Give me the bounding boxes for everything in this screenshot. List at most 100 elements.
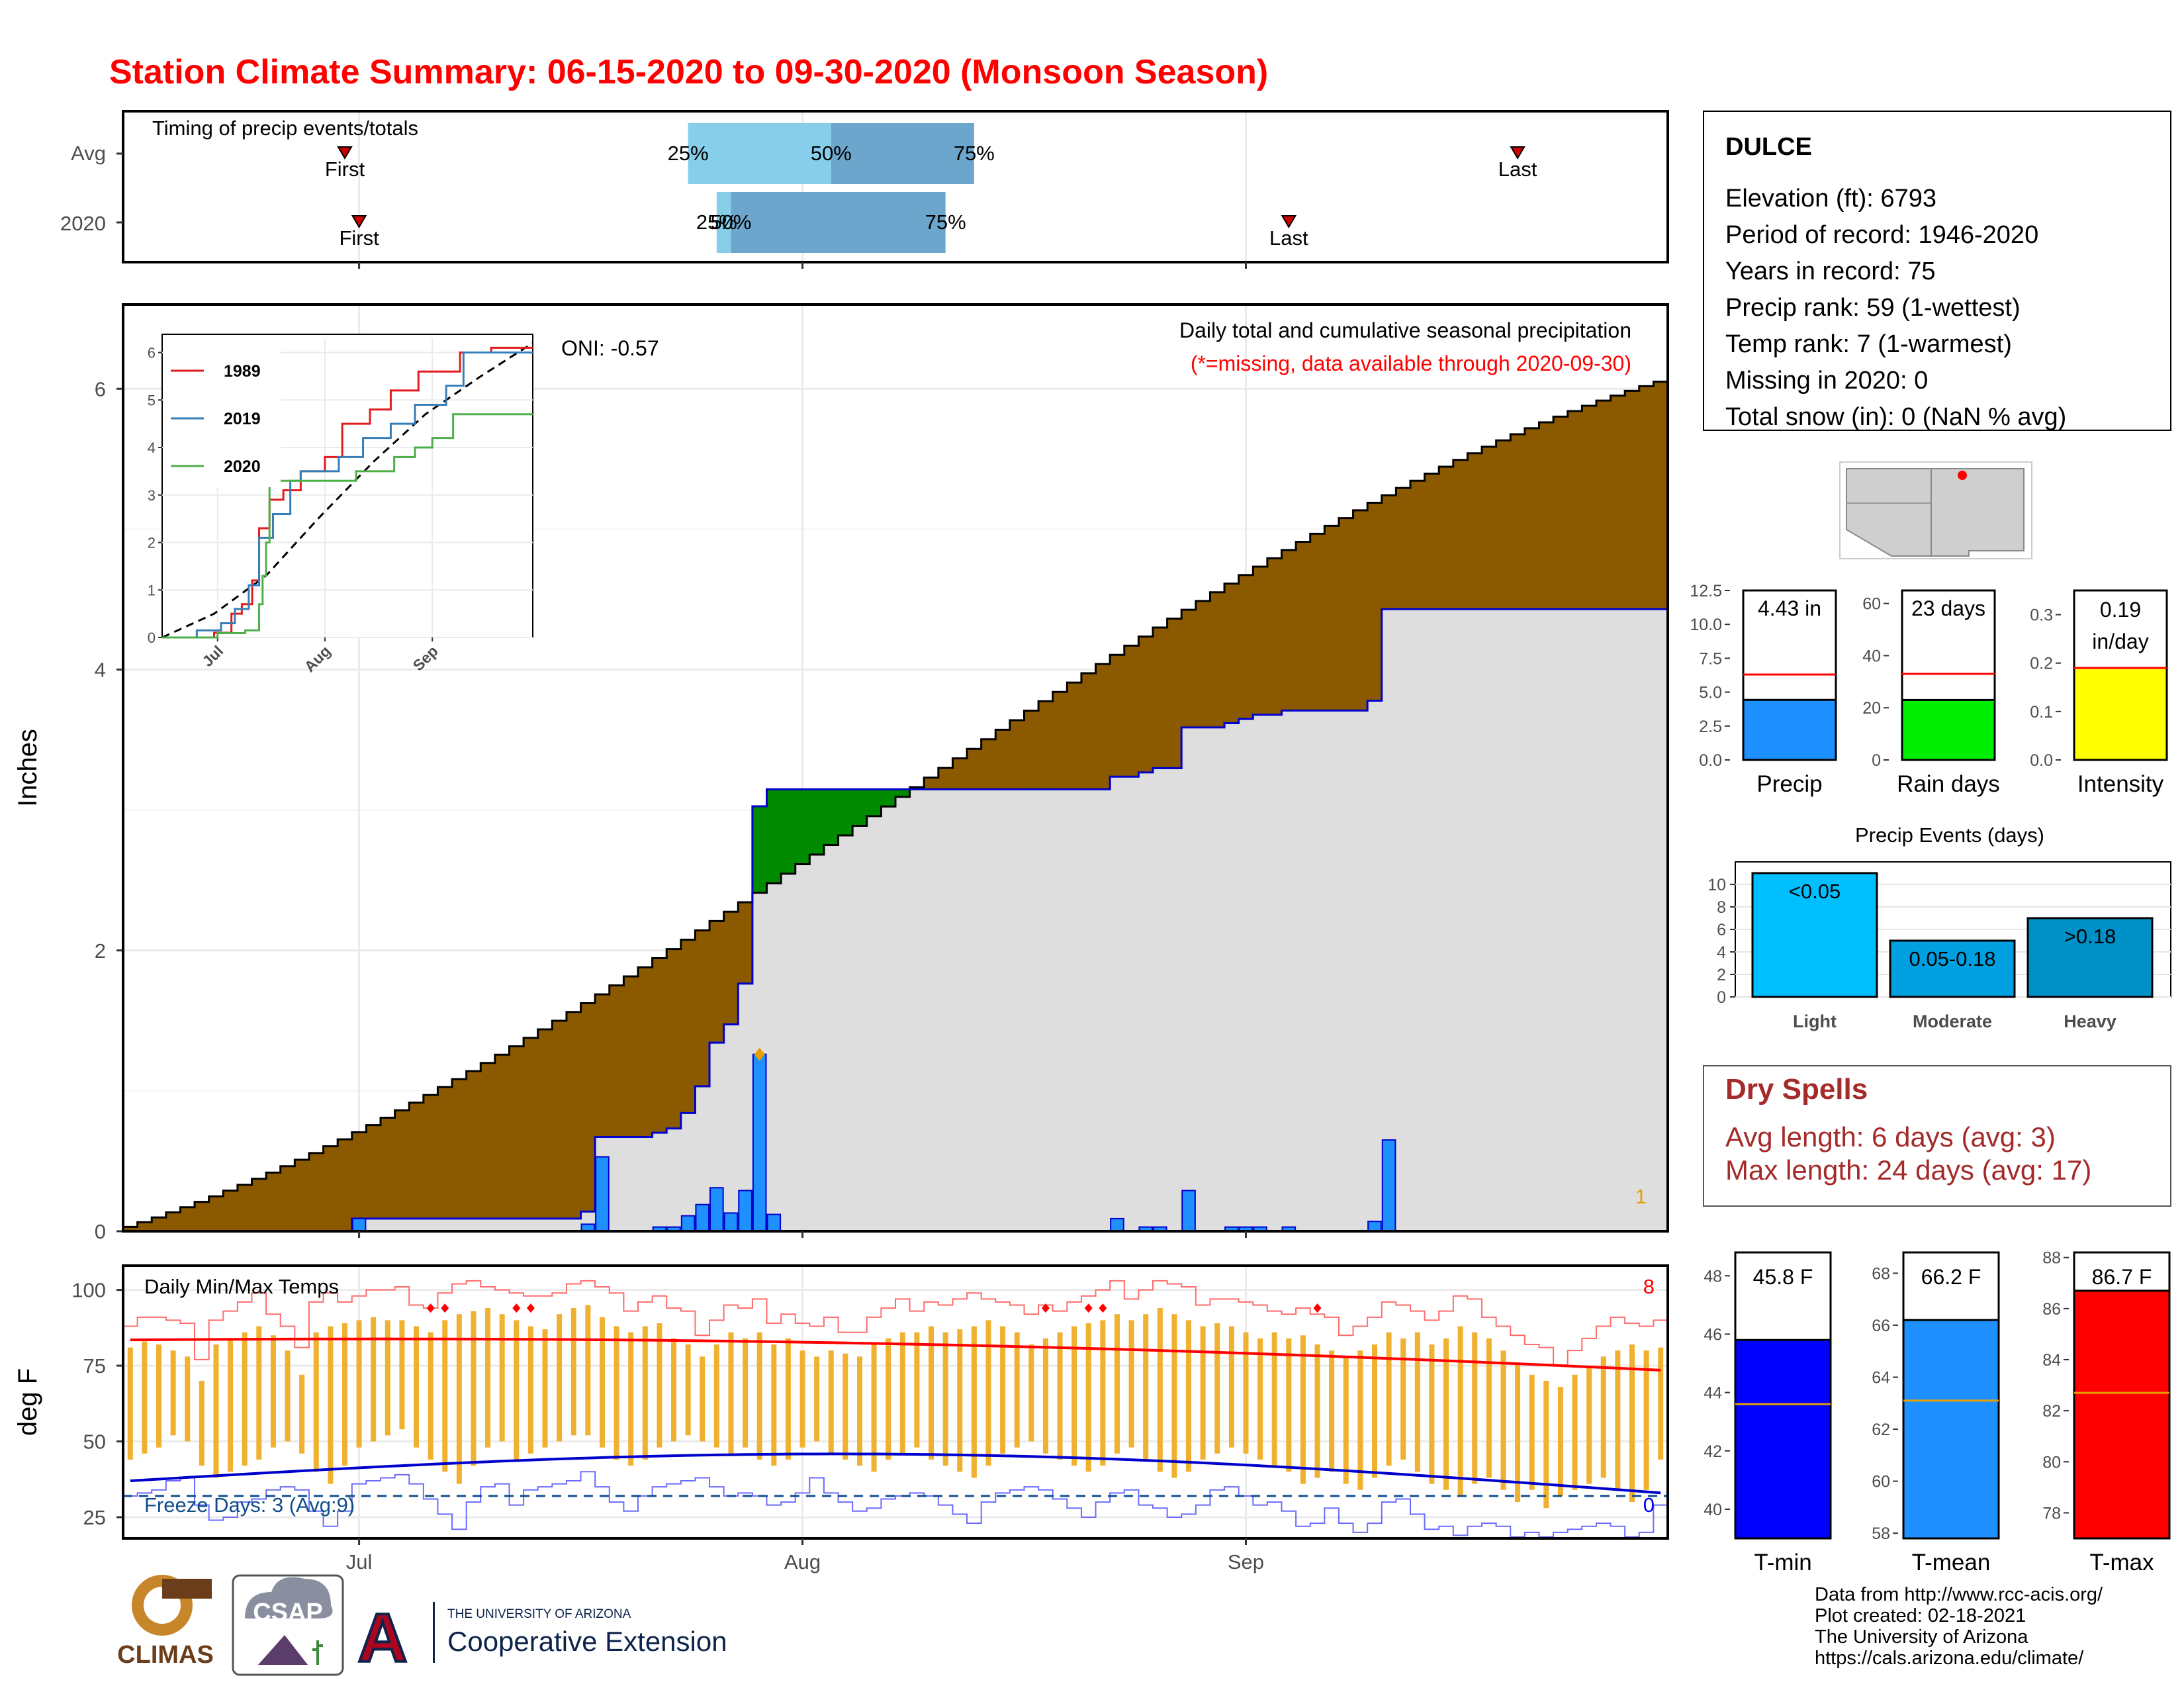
inset-ytick-label: 0 (148, 630, 156, 646)
temp-bar-ytick-label: 82 (2042, 1402, 2061, 1421)
deficit-area-segment (223, 1190, 238, 1231)
daily-temp-range-bar (1600, 1356, 1606, 1478)
daily-precip-bar (723, 1212, 739, 1232)
precip-panel: 0 2 4 6 Daily total and cumulative seasonal… (13, 303, 1669, 1243)
oni-value: ONI: -0.57 (561, 336, 659, 360)
temp-summary-bars: 45.8 F 40 42 44 46 48 T-min 66.2 F 58 60 62 64 66 68 T… (1704, 1249, 2171, 1575)
deficit-area-segment (280, 1166, 295, 1231)
deficit-area-segment (1510, 434, 1525, 610)
daily-precip-bar (752, 1053, 767, 1233)
deficit-area-segment (509, 1046, 524, 1219)
deficit-area-segment (638, 967, 653, 1137)
dry-spells-frame (1703, 1065, 2171, 1207)
deficit-area-segment (494, 1055, 510, 1219)
daily-temp-range-bar (1329, 1350, 1335, 1472)
daily-temp-range-bar (328, 1326, 334, 1484)
daily-temp-range-bar (657, 1323, 662, 1448)
deficit-area-segment (1596, 400, 1612, 610)
daily-temp-range-bar (1429, 1344, 1435, 1484)
daily-temp-range-bar (914, 1332, 920, 1448)
daily-temp-range-bar (785, 1338, 791, 1460)
timing-pct-label: 75% (954, 142, 995, 165)
daily-temp-range-bar (499, 1314, 505, 1442)
summary-bar-ytick-label: 0.2 (2030, 655, 2053, 673)
x-axis: Jul Aug Sep (346, 262, 1264, 1573)
daily-temp-range-bar (213, 1344, 219, 1478)
timing-pct-label: 50% (811, 142, 852, 165)
daily-temp-range-bar (514, 1320, 520, 1460)
inset-ytick-label: 3 (148, 487, 156, 504)
csap-cactus-icon (312, 1640, 323, 1665)
temp-bar-label: T-mean (1912, 1550, 1991, 1575)
deficit-area-segment (924, 777, 939, 790)
daily-temp-range-bar (1314, 1344, 1320, 1478)
logos: CLIMAS CSAP A THE UNIVERSITY OF ARIZONA … (117, 1574, 727, 1678)
surplus-area-segment (895, 789, 911, 797)
deficit-area-segment (1610, 395, 1625, 610)
daily-temp-range-bar (1572, 1374, 1578, 1490)
temp-bar-value: 66.2 F (1921, 1265, 1981, 1289)
station-info-line: Period of record: 1946-2020 (1725, 221, 2038, 249)
deficit-area-segment (723, 912, 739, 1025)
daily-temp-range-bar (385, 1320, 390, 1436)
season-summary-bars: 4.43 in 0.0 2.5 5.0 7.5 10.0 12.5 Precip 23 days… (1690, 582, 2168, 797)
daily-temp-range-bar (942, 1332, 948, 1466)
deficit-area-segment (1296, 541, 1311, 711)
station-name: DULCE (1725, 133, 1812, 161)
station-info-box: DULCE Elevation (ft): 6793 Period of reco… (1703, 111, 2171, 431)
deficit-area-segment (967, 749, 982, 790)
events-bar-label: >0.18 (2064, 925, 2116, 948)
surplus-area-segment (781, 789, 796, 874)
record-high-marker (1041, 1303, 1050, 1313)
deficit-area-segment (208, 1196, 224, 1231)
summary-bar-ytick-label: 7.5 (1699, 649, 1722, 668)
temp-bar-label: T-min (1754, 1550, 1812, 1575)
deficit-area-segment (251, 1178, 267, 1231)
temp-bar-ytick-label: 78 (2042, 1504, 2061, 1523)
surplus-area-segment (766, 789, 782, 884)
daily-temp-range-bar (1243, 1332, 1249, 1454)
daily-temp-range-bar (1472, 1332, 1478, 1484)
daily-temp-range-bar (1200, 1326, 1206, 1460)
daily-temp-range-bar (871, 1344, 877, 1472)
record-high-marker (441, 1303, 449, 1313)
deficit-area-segment (1639, 386, 1654, 610)
deficit-area-segment (195, 1201, 210, 1231)
deficit-area-segment (1439, 467, 1454, 610)
daily-temp-range-bar (1457, 1326, 1463, 1496)
precip-panel-border (122, 303, 1669, 1233)
deficit-area-segment (680, 939, 696, 1113)
temp-bar-ytick-label: 62 (1872, 1421, 1890, 1439)
daily-temp-range-bar (1257, 1338, 1263, 1460)
temp-bar-t-max (2073, 1289, 2171, 1540)
surplus-area-segment (838, 789, 853, 835)
deficit-area-segment (1396, 488, 1411, 610)
deficit-area-segment (738, 902, 753, 984)
surplus-area-segment (866, 789, 882, 816)
precip-ytick-label: 2 (95, 939, 106, 962)
temp-bar-ytick-label: 42 (1704, 1442, 1722, 1461)
observed-cumulative-line (123, 608, 1668, 1233)
summary-bar-intensity (2073, 667, 2168, 761)
timing-pct-label: 25% (668, 142, 709, 165)
surplus-area-segment (881, 789, 896, 807)
deficit-area-segment (237, 1184, 253, 1231)
deficit-area-segment (381, 1117, 396, 1219)
ua-extension-logo: A THE UNIVERSITY OF ARIZONA Cooperative … (356, 1599, 727, 1678)
station-info-line: Missing in 2020: 0 (1725, 367, 1928, 395)
daily-temp-range-bar (929, 1326, 934, 1460)
timing-pct-label: 75% (925, 211, 966, 234)
deficit-area-segment (308, 1152, 324, 1231)
deficit-area-segment (1253, 566, 1268, 715)
temp-bar-ytick-label: 64 (1872, 1369, 1890, 1387)
temp-bar-ytick-label: 84 (2042, 1351, 2061, 1370)
timing-band-50-75 (731, 192, 946, 253)
daily-temp-range-bar (743, 1338, 749, 1448)
deficit-area-segment (938, 768, 954, 790)
chart-title: Station Climate Summary: 06-15-2020 to 0… (109, 53, 1268, 91)
daily-temp-range-bar (399, 1320, 405, 1430)
daily-temp-range-bar (1042, 1338, 1048, 1454)
daily-temp-range-bar (1214, 1323, 1220, 1454)
deficit-area-segment (1195, 600, 1211, 727)
map-new-mexico (1931, 468, 2025, 557)
